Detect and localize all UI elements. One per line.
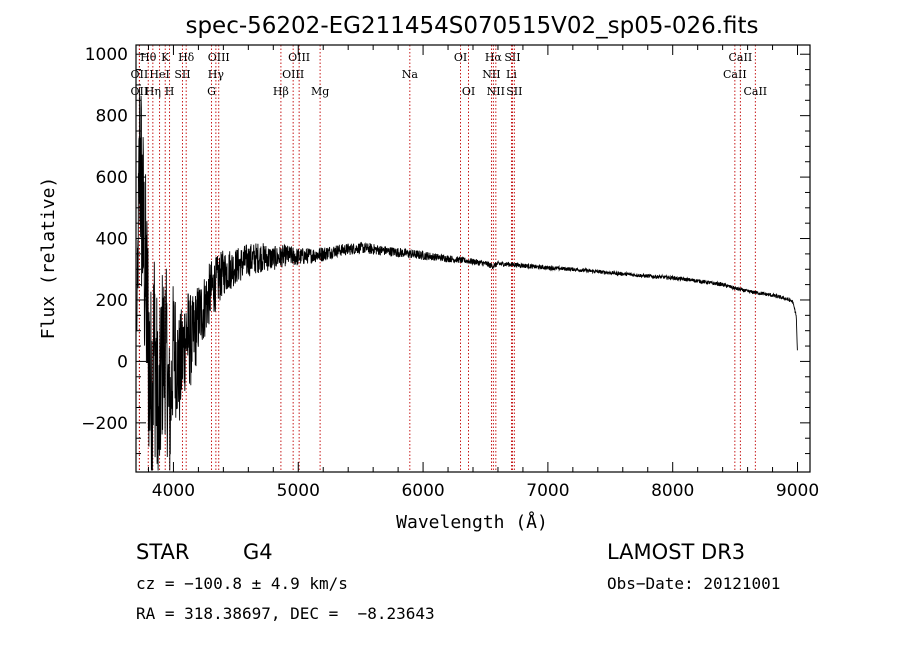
- line-marker-label: G: [207, 85, 216, 98]
- line-marker-label: Hγ: [208, 68, 225, 81]
- line-marker-label: SII: [174, 68, 190, 81]
- redshift-cz: cz = −100.8 ± 4.9 km/s: [136, 574, 348, 593]
- y-tick-label: 600: [96, 168, 128, 188]
- line-marker-label: OI: [454, 51, 467, 64]
- x-axis-label: Wavelength (Å): [396, 511, 548, 533]
- line-marker-label: OI: [462, 85, 475, 98]
- y-tick-label: 1000: [85, 45, 128, 65]
- line-marker-label: SII: [506, 85, 522, 98]
- coordinates: RA = 318.38697, DEC = −8.23643: [136, 604, 435, 623]
- line-marker-label: Hη: [145, 85, 161, 98]
- line-marker-label: OIII: [282, 68, 304, 81]
- line-marker-label: SII: [504, 51, 520, 64]
- y-tick-label: 0: [117, 352, 128, 372]
- object-subclass: G4: [243, 540, 273, 564]
- object-class: STAR: [136, 540, 190, 564]
- line-marker-label: OIII: [208, 51, 230, 64]
- x-tick-label: 6000: [401, 481, 444, 501]
- x-tick-label: 4000: [152, 481, 195, 501]
- line-marker-label: Li: [506, 68, 517, 81]
- line-marker-label: NII: [487, 85, 505, 98]
- flux-line: [136, 87, 798, 471]
- survey-name: LAMOST DR3: [607, 540, 746, 564]
- line-marker-label: NII: [482, 68, 500, 81]
- line-marker-label: H: [165, 85, 175, 98]
- line-marker-label: Hδ: [178, 51, 195, 64]
- line-marker-label: CaII: [723, 68, 747, 81]
- line-marker-label: Hα: [485, 51, 503, 64]
- line-marker-label: K: [161, 51, 170, 64]
- line-marker-label: Na: [402, 68, 419, 81]
- y-axis-ticks: −200 0 200 400 600 800 1000: [81, 45, 810, 455]
- observation-date: Obs−Date: 20121001: [607, 574, 781, 593]
- line-marker-label: CaII: [729, 51, 753, 64]
- y-tick-label: −200: [81, 414, 128, 434]
- y-tick-label: 200: [96, 291, 128, 311]
- line-marker-label: Mg: [311, 85, 329, 98]
- line-marker-label: OIII: [288, 51, 310, 64]
- y-axis-label: Flux (relative): [38, 177, 59, 340]
- x-tick-label: 8000: [651, 481, 694, 501]
- x-tick-label: 5000: [277, 481, 320, 501]
- x-axis-ticks: 4000 5000 6000 7000 8000 9000: [147, 45, 819, 501]
- chart-title: spec-56202-EG211454S070515V02_sp05-026.f…: [185, 13, 758, 39]
- line-marker-label: CaII: [743, 85, 767, 98]
- y-tick-label: 800: [96, 107, 128, 127]
- x-tick-label: 9000: [776, 481, 819, 501]
- x-tick-label: 7000: [526, 481, 569, 501]
- y-tick-label: 400: [96, 230, 128, 250]
- line-marker-label: HeI: [149, 68, 169, 81]
- line-marker-label: Hθ: [140, 51, 157, 64]
- line-marker-label: Hβ: [273, 85, 289, 98]
- flux-series: [136, 87, 798, 471]
